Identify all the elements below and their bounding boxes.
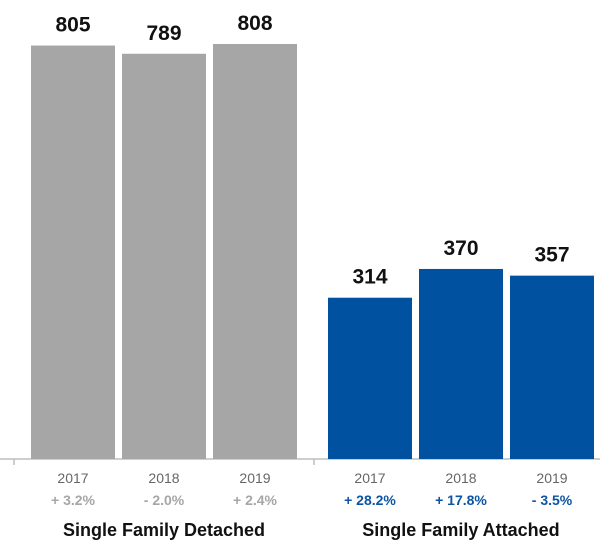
bar-value-label: 370 [443,237,478,260]
change-label: - 2.0% [144,492,185,508]
change-label: - 3.5% [532,492,573,508]
x-tick-label: 2019 [536,470,567,486]
x-tick-label: 2018 [148,470,179,486]
bar-value-label: 314 [352,266,387,289]
change-label: + 17.8% [435,492,487,508]
bars-layer [31,44,594,460]
bar [31,45,115,460]
change-label: + 28.2% [344,492,396,508]
bar [510,275,594,459]
bar [122,53,206,459]
x-tick-label: 2017 [57,470,88,486]
axis-layer [0,458,600,465]
bar-value-label: 357 [534,244,569,267]
x-tick-label: 2018 [445,470,476,486]
x-tick-label: 2017 [354,470,385,486]
bar-value-label: 805 [55,14,90,37]
change-label: + 2.4% [233,492,278,508]
bar-value-label: 808 [237,12,272,35]
group-label: Single Family Attached [362,520,559,540]
change-label: + 3.2% [51,492,96,508]
bar [419,268,503,459]
group-label: Single Family Detached [63,520,265,540]
x-tick-label: 2019 [239,470,270,486]
bar-value-label: 789 [146,22,181,45]
bar [213,44,297,459]
bar [328,297,412,459]
labels-layer: 805 2017 + 3.2% 789 2018 - 2.0% 808 2019 + 2.4% S… [51,12,573,540]
